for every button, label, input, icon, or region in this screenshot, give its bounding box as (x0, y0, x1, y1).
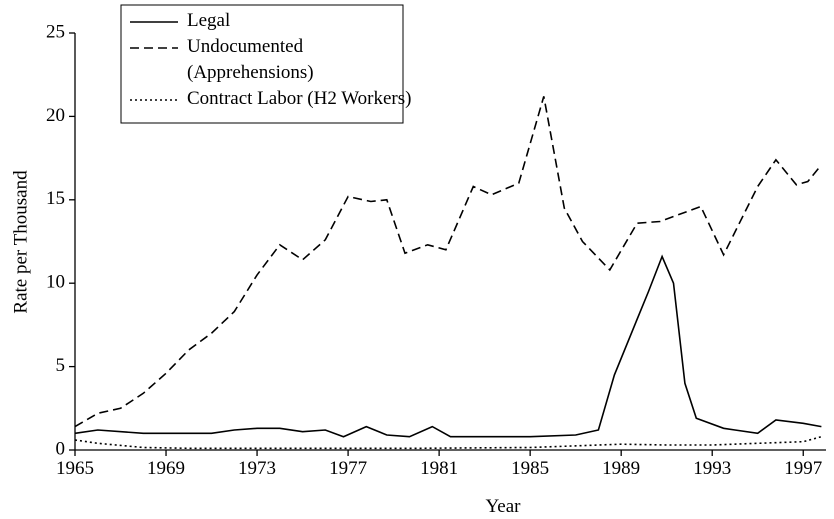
legend-label: Legal (187, 10, 231, 31)
x-tick-label: 1969 (147, 458, 185, 479)
y-tick-label: 0 (56, 438, 66, 459)
x-tick-label: 1993 (693, 458, 731, 479)
series-line (74, 254, 822, 438)
y-axis-label: Rate per Thousand (10, 170, 31, 314)
x-tick-label: 1985 (511, 458, 549, 479)
legend-box (120, 4, 404, 124)
x-tick-label: 1977 (329, 458, 367, 479)
legend-label: Contract Labor (H2 Workers) (187, 88, 412, 109)
series-line (74, 96, 823, 428)
x-tick-label: 1989 (602, 458, 640, 479)
x-tick-label: 1973 (238, 458, 276, 479)
legend-label: Undocumented (Apprehensions) (187, 36, 314, 83)
y-tick-label: 5 (56, 355, 66, 376)
x-axis-label: Year (485, 496, 521, 517)
legend: Legal Undocumented (Apprehensions) Contrac… (187, 8, 411, 112)
y-tick-label: 20 (46, 105, 65, 126)
y-tick-label: 15 (46, 188, 65, 209)
x-tick-label: 1997 (784, 458, 822, 479)
x-tick-label: 1965 (56, 458, 94, 479)
x-tick-label: 1981 (420, 458, 458, 479)
y-tick-label: 25 (46, 21, 65, 42)
series-line (74, 435, 822, 450)
y-tick-label: 10 (46, 272, 65, 293)
